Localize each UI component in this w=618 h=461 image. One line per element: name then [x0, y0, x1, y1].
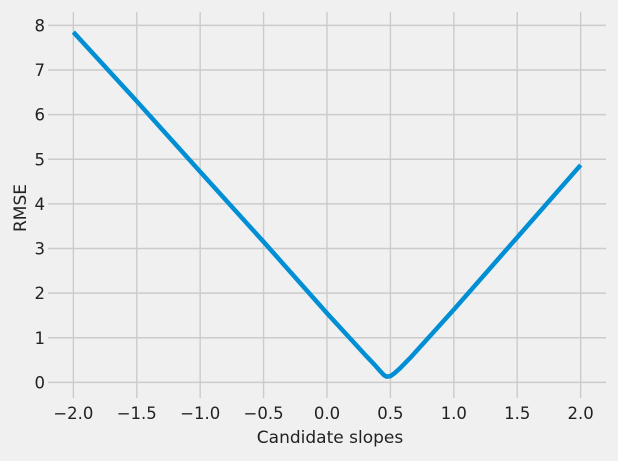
series-layer: [71, 30, 583, 379]
y-tick-label: 5: [35, 150, 46, 169]
x-tick-label: −1.5: [117, 404, 157, 423]
x-tick-label: 0.5: [377, 404, 403, 423]
y-tick-label: 2: [35, 284, 46, 303]
x-tick-label: 1.0: [441, 404, 467, 423]
x-axis-title: Candidate slopes: [257, 428, 404, 448]
x-tick-label: −1.0: [180, 404, 220, 423]
series-line-0: [71, 30, 583, 379]
x-tick-label: −2.0: [53, 404, 93, 423]
y-tick-label: 1: [35, 329, 46, 348]
x-tick-label: −0.5: [244, 404, 284, 423]
y-tick-label: 0: [35, 373, 46, 392]
y-tick-label: 6: [35, 106, 46, 125]
x-tick-label: 2.0: [568, 404, 594, 423]
grid-lines: [48, 12, 606, 398]
y-axis-title: RMSE: [11, 184, 31, 232]
y-tick-label: 7: [35, 61, 46, 80]
x-tick-label: 1.5: [504, 404, 530, 423]
y-tick-label: 3: [35, 240, 46, 259]
x-tick-label: 0.0: [314, 404, 340, 423]
y-tick-label: 4: [35, 195, 46, 214]
y-tick-label: 8: [35, 16, 46, 35]
tick-labels: −2.0 −1.5 −1.0 −0.5 0.0 0.5 1.0 1.5 2.0 0 1 2 3 4 5 6 7 8: [35, 16, 594, 423]
